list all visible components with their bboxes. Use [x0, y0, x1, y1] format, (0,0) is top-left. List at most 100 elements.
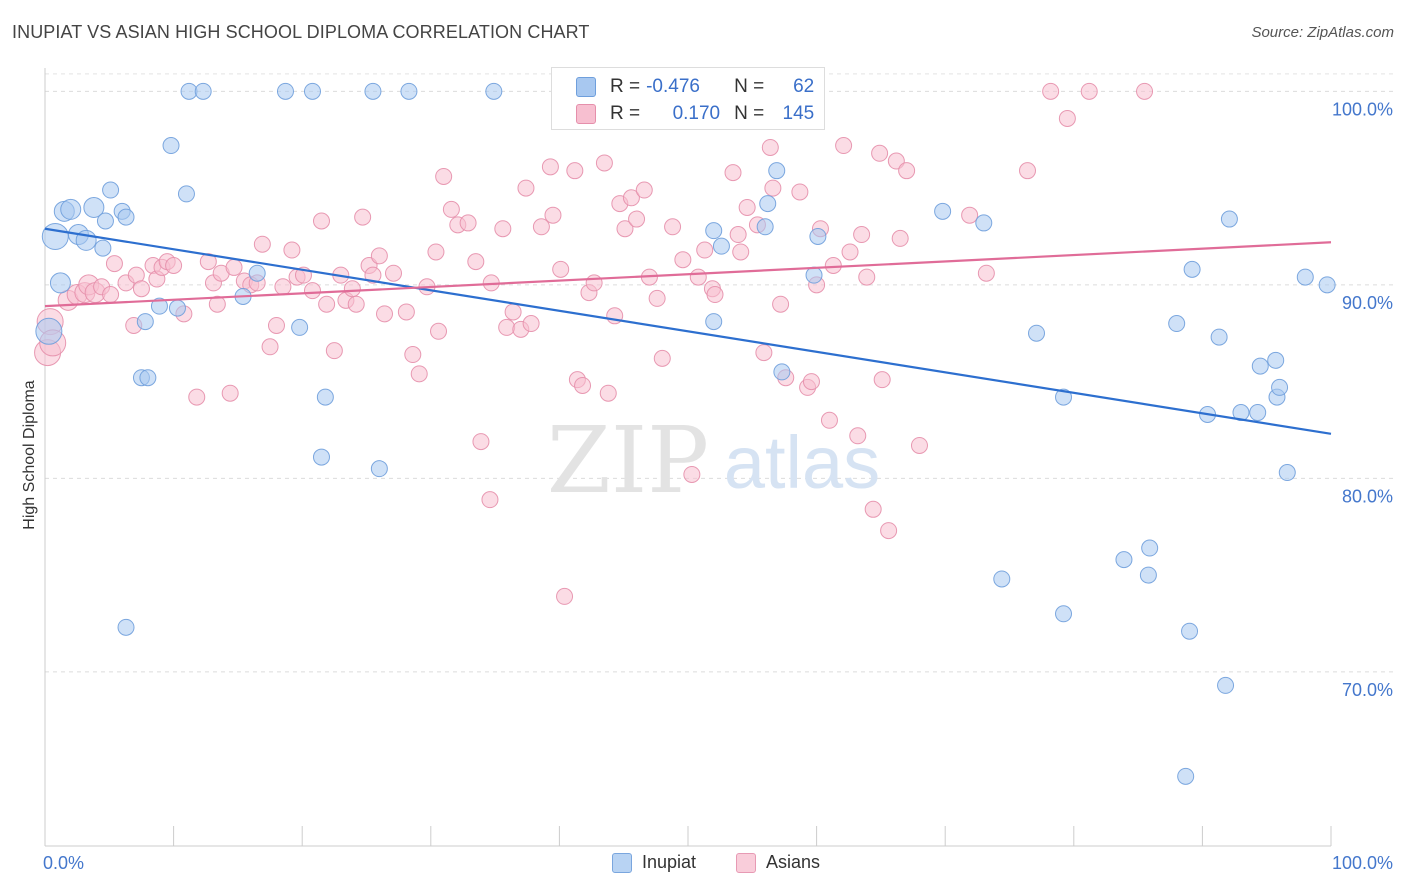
inupiat-point: [136, 313, 154, 331]
asians-point: [435, 167, 453, 185]
inupiat-point: [1249, 404, 1267, 422]
asians-point: [772, 295, 790, 313]
y-tick-label: 70.0%: [1342, 680, 1393, 700]
inupiat-point: [96, 212, 114, 230]
asians-point: [664, 218, 682, 236]
stats-r-label: R =: [610, 103, 641, 124]
asians-point: [755, 344, 773, 362]
asians-point: [791, 183, 809, 201]
inupiat-point: [1141, 539, 1159, 557]
asians-point: [364, 266, 382, 284]
inupiat-point: [712, 237, 730, 255]
stats-n-value: 145: [782, 103, 815, 124]
asians-point: [385, 264, 403, 282]
inupiat-point: [102, 181, 120, 199]
asians-point: [977, 264, 995, 282]
inupiat-point: [1139, 566, 1157, 584]
inupiat-point: [934, 202, 952, 220]
inupiat-point: [768, 162, 786, 180]
asians-point: [1058, 109, 1076, 127]
legend-item-asians[interactable]: Asians: [736, 852, 820, 873]
inupiat-point: [35, 317, 63, 345]
legend-item-inupiat[interactable]: Inupiat: [612, 852, 696, 873]
asians-point: [738, 198, 756, 216]
inupiat-point: [312, 448, 330, 466]
asians-point: [1042, 82, 1060, 100]
inupiat-point: [1168, 315, 1186, 333]
series-asians: [34, 82, 1154, 605]
chart-title: INUPIAT VS ASIAN HIGH SCHOOL DIPLOMA COR…: [12, 22, 590, 42]
inupiat-point: [756, 218, 774, 236]
asians-point: [574, 376, 592, 394]
asians-point: [267, 316, 285, 334]
asians-point: [820, 411, 838, 429]
asians-point: [188, 388, 206, 406]
asians-point: [891, 229, 909, 247]
inupiat-point: [1181, 622, 1199, 640]
stats-n-value: 62: [793, 76, 815, 97]
inupiat-point: [1318, 276, 1336, 294]
asians-point: [430, 322, 448, 340]
asians-point: [648, 289, 666, 307]
asians-point: [880, 522, 898, 540]
legend-label-asians: Asians: [766, 852, 821, 872]
asians-point: [105, 255, 123, 273]
x-tick-label-min: 0.0%: [43, 853, 85, 873]
asians-point: [732, 243, 750, 261]
asians-point: [102, 286, 120, 304]
series-inupiat: [35, 82, 1336, 785]
asians-point: [864, 500, 882, 518]
stats-row-inupiat: R = -0.476 N = 62: [576, 74, 814, 100]
inupiat-point: [1115, 551, 1133, 569]
asians-point: [274, 278, 292, 296]
asians-point: [261, 338, 279, 356]
inupiat-point: [248, 264, 266, 282]
asians-point: [683, 465, 701, 483]
stats-r-label: R =: [610, 76, 641, 97]
inupiat-point: [177, 185, 195, 203]
asians-point: [871, 144, 889, 162]
gridlines: [45, 73, 1395, 673]
source-label: Source: ZipAtlas.com: [1251, 24, 1394, 41]
inupiat-point: [1177, 767, 1195, 785]
inupiat-point: [370, 460, 388, 478]
asians-point: [585, 274, 603, 292]
asians-point: [835, 137, 853, 155]
inupiat-point: [168, 299, 186, 317]
asians-point: [841, 243, 859, 261]
inupiat-point: [809, 227, 827, 245]
inupiat-point: [773, 363, 791, 381]
asians-point: [467, 253, 485, 271]
asians-point: [343, 280, 361, 298]
asians-point: [1080, 82, 1098, 100]
inupiat-point: [139, 369, 157, 387]
asians-point: [764, 179, 782, 197]
asians-point: [761, 138, 779, 156]
asians-point: [616, 220, 634, 238]
stats-n-label: N =: [734, 76, 765, 97]
inupiat-point: [364, 82, 382, 100]
asians-point: [481, 491, 499, 509]
asians-point: [1136, 82, 1154, 100]
asians-point: [724, 164, 742, 182]
inupiat-point: [993, 570, 1011, 588]
asians-point: [472, 433, 490, 451]
asians-point: [858, 268, 876, 286]
asians-point: [354, 208, 372, 226]
asians-point: [199, 253, 217, 271]
asians-point: [318, 295, 336, 313]
asians-point: [253, 235, 271, 253]
asians-point: [325, 342, 343, 360]
asians-point: [696, 241, 714, 259]
asians-point: [544, 206, 562, 224]
asians-point: [347, 295, 365, 313]
asians-point: [303, 282, 321, 300]
asians-point: [849, 427, 867, 445]
asians-point: [802, 373, 820, 391]
asians-point: [729, 226, 747, 244]
inupiat-point: [194, 82, 212, 100]
stats-swatch-inupiat: [576, 77, 596, 97]
inupiat-point: [485, 82, 503, 100]
inupiat-point: [276, 82, 294, 100]
